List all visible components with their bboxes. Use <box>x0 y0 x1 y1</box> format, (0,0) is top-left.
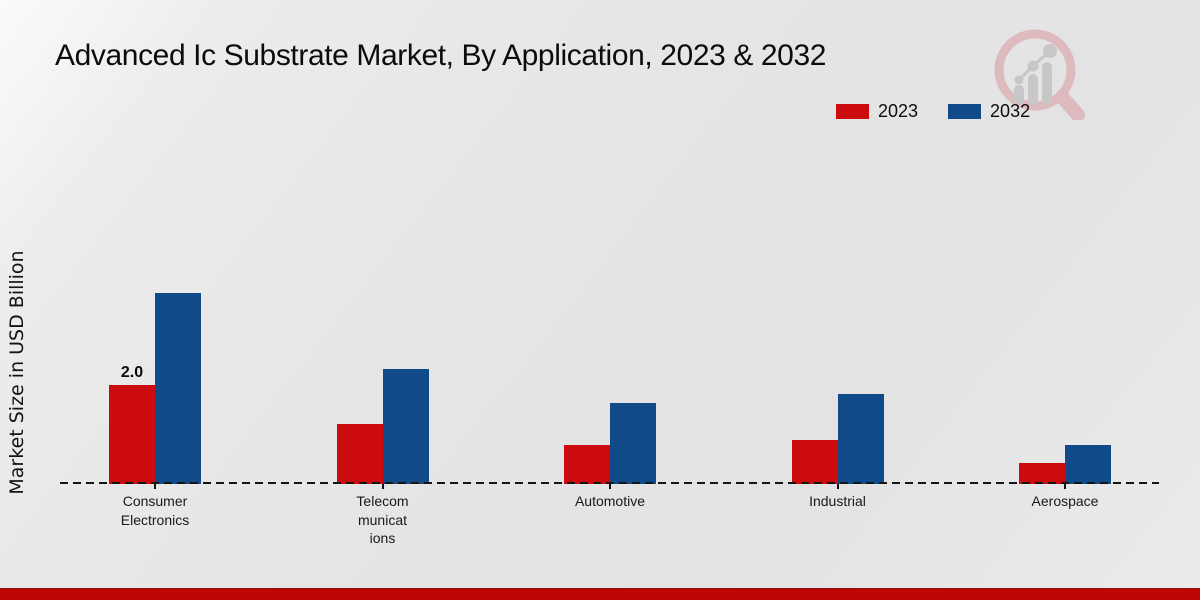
legend: 2023 2032 <box>836 101 1030 122</box>
legend-label-2023: 2023 <box>878 101 919 121</box>
category-label-aerospace: Aerospace <box>1031 493 1099 509</box>
bar-2032-automotive <box>610 403 656 484</box>
x-axis-tick-automotive <box>609 484 611 489</box>
x-axis-dashed-line <box>60 482 1159 484</box>
x-axis-tick-industrial <box>836 484 839 489</box>
bar-2032-industrial <box>837 394 884 484</box>
footer-bar <box>0 588 1200 600</box>
category-label-industrial: Industrial <box>809 493 866 509</box>
legend-swatch-2032-icon <box>948 104 982 119</box>
x-axis-tick-consumer-electronics <box>154 484 156 489</box>
bar-2023-aerospace <box>1019 463 1065 484</box>
bar-value-label-2023-consumer-electronics: 2.0 <box>120 364 144 381</box>
legend-item-2032: 2032 <box>948 101 1030 122</box>
category-label-telecommunications: Telecom municat ions <box>356 493 409 546</box>
category-label-consumer-electronics: Consumer Electronics <box>120 493 190 528</box>
bar-2032-consumer-electronics <box>155 293 201 484</box>
category-label-automotive: Automotive <box>574 493 646 509</box>
market-research-logo-icon <box>990 25 1085 122</box>
bar-2032-telecommunications <box>382 369 429 484</box>
bar-2023-automotive <box>564 445 610 484</box>
legend-swatch-2023-icon <box>836 104 869 119</box>
x-axis-tick-aerospace <box>1064 484 1066 489</box>
bar-2023-industrial <box>791 440 838 484</box>
legend-label-2032: 2032 <box>990 101 1031 121</box>
bar-2023-consumer-electronics <box>109 385 155 484</box>
bar-2023-telecommunications <box>336 424 383 484</box>
bar-2032-aerospace <box>1065 445 1111 484</box>
chart-title: Advanced Ic Substrate Market, By Applica… <box>55 39 827 72</box>
x-axis-tick-telecommunications <box>381 484 384 489</box>
legend-item-2023: 2023 <box>836 101 918 122</box>
